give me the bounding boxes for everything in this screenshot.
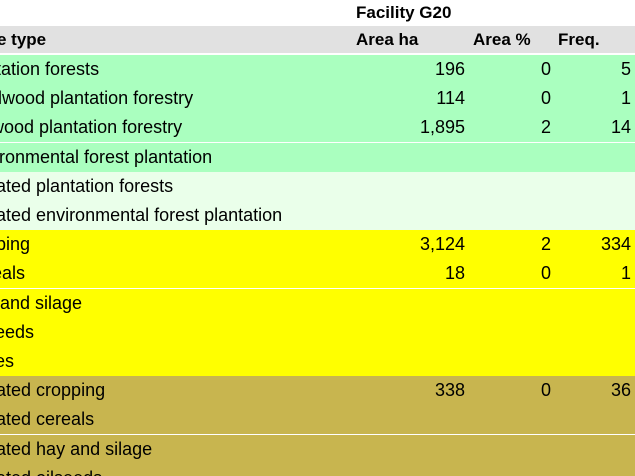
area-pct-cell[interactable]: 0	[540, 88, 551, 109]
area-pct-cell[interactable]: 0	[540, 59, 551, 79]
land-type-cell[interactable]: vironmental forest plantation	[0, 146, 213, 167]
column-header-area-pct[interactable]: Area %	[473, 30, 531, 49]
area-pct-cell[interactable]: 2	[540, 234, 551, 255]
facility-title[interactable]: Facility G20	[356, 3, 452, 22]
column-header-freq[interactable]: Freq.	[558, 30, 600, 49]
table-row: gated oilseeds	[0, 463, 635, 476]
land-type-cell[interactable]: gated oilseeds	[0, 464, 102, 476]
area-ha-cell[interactable]: 1,895	[419, 117, 465, 138]
area-ha-cell[interactable]: 3,124	[419, 234, 465, 255]
column-header-area[interactable]: Area ha	[356, 30, 419, 49]
land-type-cell[interactable]: reals	[0, 263, 26, 284]
table-row: gated cereals	[0, 405, 635, 435]
freq-cell[interactable]: 1	[620, 263, 631, 284]
table-row: seeds	[0, 317, 635, 347]
land-type-cell[interactable]: y and silage	[0, 292, 83, 313]
area-pct-cell[interactable]: 0	[540, 263, 551, 284]
table-row: reals 18 0 1	[0, 259, 635, 289]
land-type-cell[interactable]: rdwood plantation forestry	[0, 88, 194, 109]
area-ha-cell[interactable]: 196	[434, 59, 465, 79]
column-header-row: e type Area ha Area % Freq.	[0, 26, 635, 53]
land-type-cell[interactable]: gated cropping	[0, 380, 106, 401]
area-pct-cell[interactable]: 0	[540, 380, 551, 401]
facility-header-row: Facility G20	[0, 0, 635, 26]
area-pct-cell[interactable]: 2	[540, 117, 551, 138]
area-ha-cell[interactable]: 338	[434, 380, 465, 401]
table-row: pping 3,124 2 334	[0, 230, 635, 260]
land-type-cell[interactable]: seeds	[0, 321, 35, 342]
table-row: y and silage	[0, 288, 635, 318]
table-row: ses	[0, 347, 635, 376]
table-row: gated plantation forests	[0, 171, 635, 201]
land-type-cell[interactable]: gated cereals	[0, 409, 95, 430]
column-header-type[interactable]: e type	[0, 30, 47, 49]
table-row: ntation forests 196 0 5	[0, 55, 635, 84]
land-type-cell[interactable]: gated environmental forest plantation	[0, 205, 283, 225]
table-row: rdwood plantation forestry 114 0 1	[0, 84, 635, 114]
area-ha-cell[interactable]: 114	[436, 88, 465, 109]
area-ha-cell[interactable]: 18	[444, 263, 465, 284]
land-type-cell[interactable]: ses	[0, 351, 15, 371]
land-type-cell[interactable]: gated plantation forests	[0, 175, 174, 196]
land-type-cell[interactable]: ntation forests	[0, 59, 100, 79]
table-row: gated hay and silage	[0, 434, 635, 464]
freq-cell[interactable]: 5	[620, 59, 631, 79]
table-row: vironmental forest plantation	[0, 142, 635, 172]
freq-cell[interactable]: 334	[600, 234, 631, 255]
land-type-cell[interactable]: pping	[0, 234, 31, 255]
land-type-cell[interactable]: twood plantation forestry	[0, 117, 183, 138]
table-row: twood plantation forestry 1,895 2 14	[0, 113, 635, 143]
table-row: gated cropping 338 0 36	[0, 376, 635, 406]
freq-cell[interactable]: 14	[610, 117, 631, 138]
land-type-cell[interactable]: gated hay and silage	[0, 438, 153, 459]
freq-cell[interactable]: 1	[620, 88, 631, 109]
table-row: gated environmental forest plantation	[0, 201, 635, 230]
freq-cell[interactable]: 36	[610, 380, 631, 401]
